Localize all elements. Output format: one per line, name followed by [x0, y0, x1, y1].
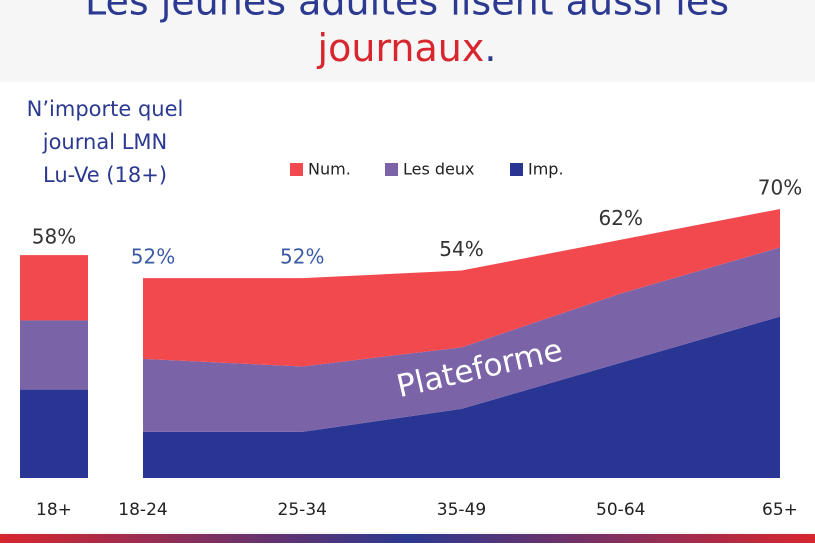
- x-tick-label: 35-49: [437, 500, 486, 520]
- x-tick-label: 18-24: [118, 500, 167, 520]
- x-tick-label: 65+: [762, 500, 798, 520]
- legend-label: Les deux: [403, 160, 475, 179]
- legend-swatch: [510, 163, 523, 176]
- x-tick-label: 50-64: [596, 500, 645, 520]
- legend-label: Imp.: [528, 160, 564, 179]
- bar-segment: [20, 320, 88, 390]
- title-line: journaux.: [317, 26, 497, 70]
- total-label: 54%: [439, 237, 483, 261]
- total-label: 70%: [758, 176, 802, 200]
- note: journal LMN: [42, 130, 167, 154]
- total-label: 58%: [32, 225, 76, 249]
- legend-swatch: [385, 163, 398, 176]
- legend-label: Num.: [308, 160, 351, 179]
- x-tick-label: 25-34: [278, 500, 327, 520]
- note: Lu-Ve (18+): [43, 163, 167, 187]
- title-part: journaux: [317, 26, 485, 70]
- legend-swatch: [290, 163, 303, 176]
- footer-band: [0, 534, 815, 543]
- area: [143, 316, 780, 478]
- area: [143, 209, 780, 367]
- bar-segment: [20, 389, 88, 478]
- title-part: .: [484, 26, 496, 70]
- total-label: 52%: [280, 245, 324, 269]
- total-label: 52%: [131, 245, 175, 269]
- bar-segment: [20, 255, 88, 321]
- total-label: 62%: [599, 206, 643, 230]
- title-line: Les jeunes adultes lisent aussi les: [85, 0, 729, 24]
- x-tick-label: 18+: [36, 500, 72, 520]
- note: N’importe quel: [27, 97, 184, 121]
